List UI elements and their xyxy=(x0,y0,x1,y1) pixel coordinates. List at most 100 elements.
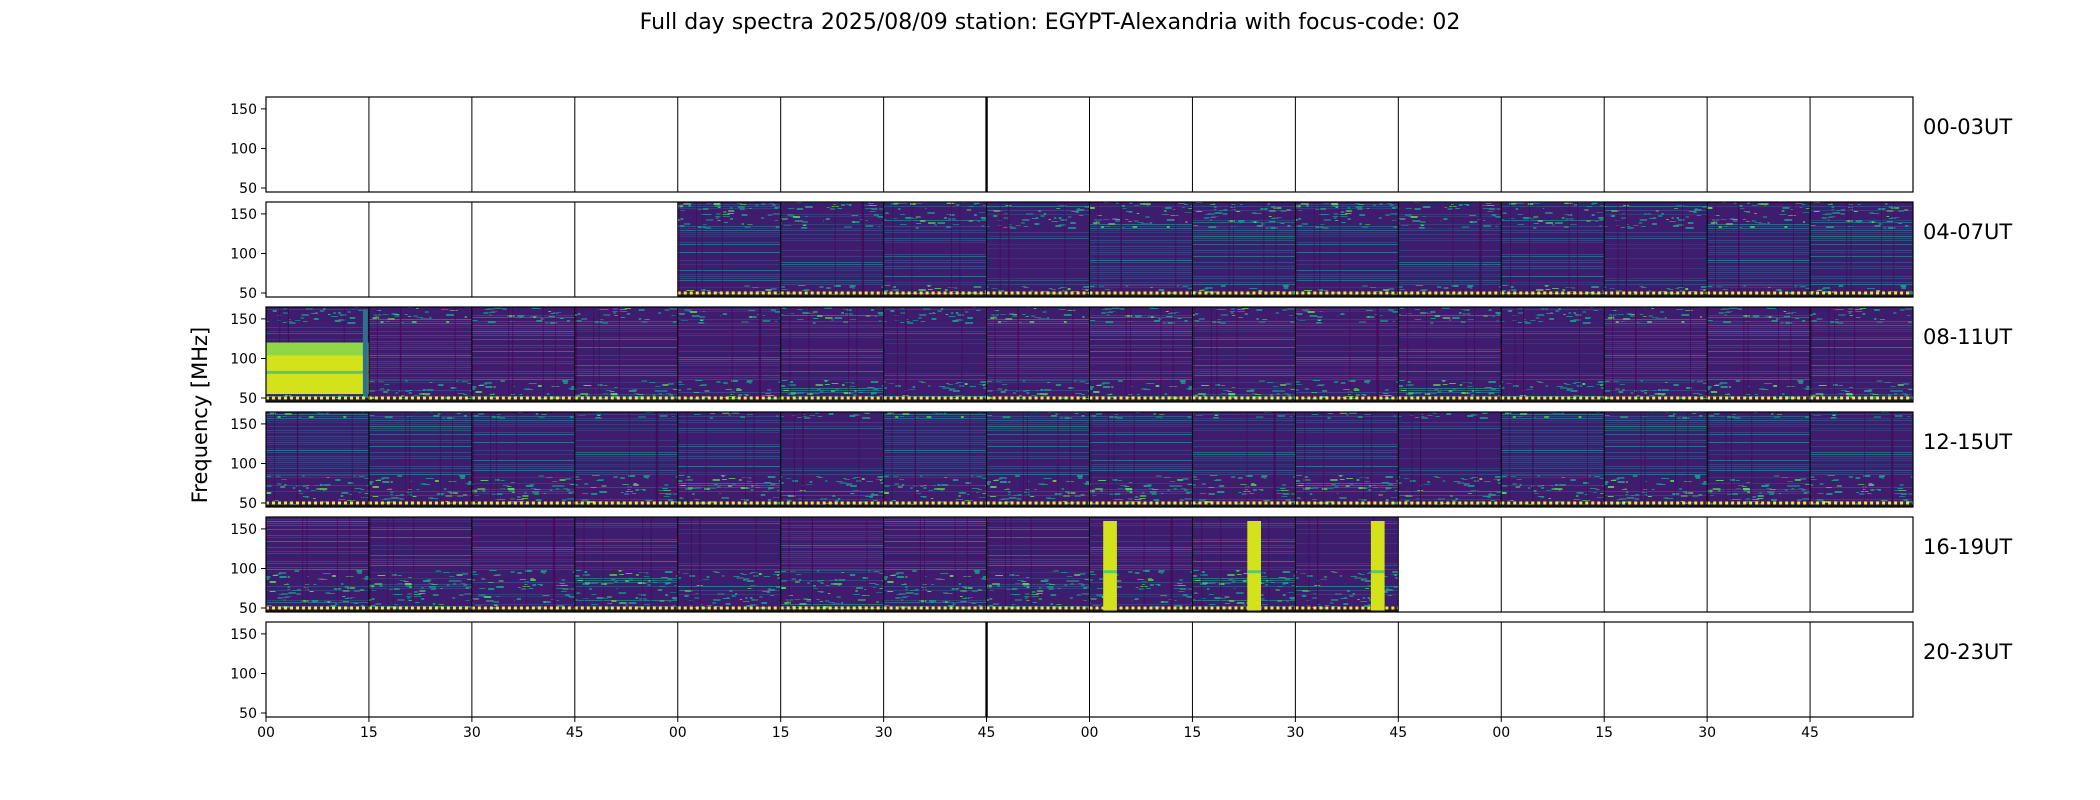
spectrum-cell xyxy=(883,307,987,402)
spectrum-cell xyxy=(883,202,987,297)
spectrum-cell xyxy=(368,307,472,402)
y-tick-label: 150 xyxy=(230,522,257,538)
spectrum-cell xyxy=(1707,202,1811,297)
burst-mark xyxy=(1103,521,1117,611)
spectrum-cell xyxy=(1810,307,1913,402)
burst-fill xyxy=(1370,521,1385,611)
y-tick-label: 50 xyxy=(239,601,257,617)
spectrum-cell xyxy=(780,412,884,507)
y-tick-label: 50 xyxy=(239,181,257,197)
burst-band xyxy=(1370,570,1385,574)
spectrum-cell xyxy=(471,307,575,402)
y-tick-label: 150 xyxy=(230,312,257,328)
spectrum-cell xyxy=(266,412,369,507)
burst-mark xyxy=(266,309,369,397)
x-tick-label: 30 xyxy=(1698,725,1716,741)
burst-band xyxy=(1103,570,1117,574)
y-tick-label: 150 xyxy=(230,102,257,118)
spectrum-cell xyxy=(471,517,575,612)
x-tick-label: 00 xyxy=(1081,725,1099,741)
x-tick-label: 45 xyxy=(1389,725,1407,741)
y-tick-label: 150 xyxy=(230,207,257,223)
burst-mark xyxy=(1370,521,1385,611)
y-tick-label: 50 xyxy=(239,286,257,302)
y-tick-label: 50 xyxy=(239,706,257,722)
spectrum-cell xyxy=(677,412,781,507)
x-tick-label: 30 xyxy=(463,725,481,741)
y-tick-label: 50 xyxy=(239,496,257,512)
spectrum-cell xyxy=(1810,202,1913,297)
y-tick-label: 100 xyxy=(230,247,257,263)
spectrum-cell xyxy=(986,202,1090,297)
spectrum-cell xyxy=(1604,412,1708,507)
x-tick-label: 45 xyxy=(1801,725,1819,741)
x-tick-label: 00 xyxy=(1492,725,1510,741)
spectrum-cell xyxy=(1295,412,1399,507)
spectrum-cell xyxy=(1398,202,1502,297)
row-label: 16-19UT xyxy=(1923,535,2013,559)
x-tick-label: 15 xyxy=(360,725,378,741)
x-tick-label: 30 xyxy=(1286,725,1304,741)
spectrum-cell xyxy=(1398,412,1502,507)
spectrum-cell xyxy=(1192,307,1296,402)
spectrum-cell xyxy=(1192,412,1296,507)
burst-upper xyxy=(266,342,369,356)
spectrum-cell xyxy=(1089,412,1193,507)
row-label: 00-03UT xyxy=(1923,115,2013,139)
x-tick-label: 15 xyxy=(1595,725,1613,741)
spectrum-cell xyxy=(368,412,472,507)
spectrum-cell xyxy=(1707,307,1811,402)
spectrum-cell xyxy=(471,412,575,507)
row-label: 08-11UT xyxy=(1923,325,2013,349)
spectrum-cell xyxy=(883,517,987,612)
spectrum-cell xyxy=(266,517,369,612)
spectrum-cell xyxy=(1089,202,1193,297)
spectrum-cell xyxy=(1604,307,1708,402)
spectrum-cell xyxy=(1192,202,1296,297)
y-tick-label: 100 xyxy=(230,142,257,158)
y-tick-label: 100 xyxy=(230,352,257,368)
spectrum-cell xyxy=(1295,307,1399,402)
spectrum-cell xyxy=(677,517,781,612)
spectrum-cell xyxy=(677,202,781,297)
spectrum-cell xyxy=(1810,412,1913,507)
y-tick-label: 150 xyxy=(230,627,257,643)
panel-frames xyxy=(265,96,1914,718)
spectrum-cell xyxy=(1501,202,1605,297)
x-tick-label: 30 xyxy=(875,725,893,741)
spectrum-cell xyxy=(986,412,1090,507)
spectrum-cell xyxy=(883,412,987,507)
spectra-cells xyxy=(266,202,1913,612)
burst-edge xyxy=(362,309,368,397)
spectrum-cell xyxy=(986,517,1090,612)
burst-fill xyxy=(1103,521,1117,611)
spectrum-cell xyxy=(677,307,781,402)
burst-band xyxy=(1247,570,1261,574)
spectrum-cell xyxy=(780,307,884,402)
burst-mark xyxy=(1247,521,1261,611)
row-label: 12-15UT xyxy=(1923,430,2013,454)
burst-fill xyxy=(1247,521,1261,611)
spectrum-cell xyxy=(1192,517,1296,612)
spectrum-cell xyxy=(574,307,678,402)
spectrum-cell xyxy=(1501,412,1605,507)
spectrum-cell xyxy=(1295,202,1399,297)
burst-band xyxy=(266,370,369,374)
burst-marks xyxy=(266,309,1385,611)
x-tick-label: 00 xyxy=(257,725,275,741)
spectrum-cell xyxy=(1501,307,1605,402)
spectrum-cell xyxy=(1398,307,1502,402)
y-tick-label: 100 xyxy=(230,667,257,683)
spectrum-cell xyxy=(986,307,1090,402)
spectrum-cell xyxy=(574,412,678,507)
axis-ticks: 150 100 50 150 100 50 150 100 50 150 100 50 150 100 50… xyxy=(230,102,1819,741)
spectrum-cell xyxy=(1089,307,1193,402)
x-tick-label: 00 xyxy=(669,725,687,741)
x-tick-label: 45 xyxy=(566,725,584,741)
spectrum-cell xyxy=(780,517,884,612)
y-tick-label: 50 xyxy=(239,391,257,407)
spectrum-cell xyxy=(574,517,678,612)
spectrum-cell xyxy=(368,517,472,612)
spectrum-cell xyxy=(1604,202,1708,297)
